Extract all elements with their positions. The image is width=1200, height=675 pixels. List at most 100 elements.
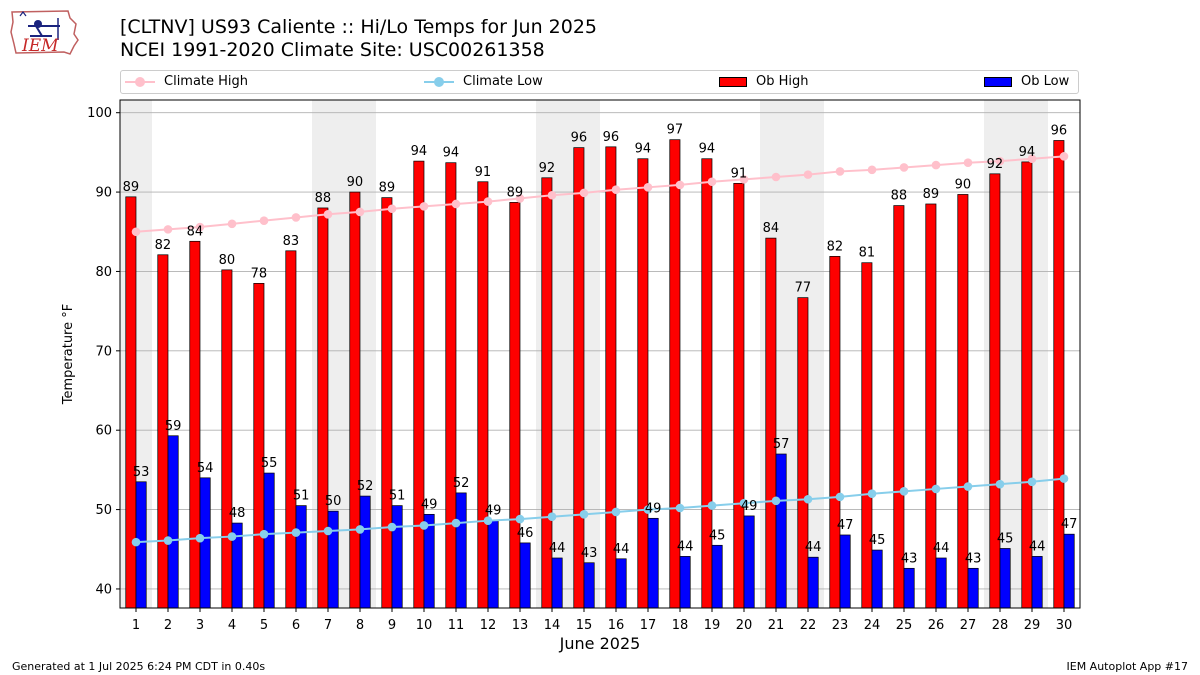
- x-tick-label: 15: [576, 618, 593, 633]
- ob-high-bar: [861, 262, 873, 609]
- ob-high-bar: [221, 269, 233, 609]
- climate-high-point: [1027, 154, 1037, 164]
- climate-low-point: [323, 526, 333, 536]
- ob-high-label: 97: [667, 123, 684, 138]
- ob-low-bar: [967, 567, 979, 609]
- ob-high-bar: [893, 205, 905, 609]
- climate-low-point: [227, 532, 237, 541]
- x-tick-label: 28: [992, 618, 1009, 633]
- y-tick-label: 70: [95, 344, 112, 359]
- ob-high-bar: [669, 139, 681, 609]
- ob-high-bar: [637, 158, 649, 609]
- climate-high-point: [291, 213, 301, 222]
- ob-high-label: 82: [155, 238, 172, 253]
- climate-low-point: [387, 522, 397, 532]
- ob-high-bar: [509, 202, 521, 609]
- ob-low-bar: [871, 549, 883, 609]
- climate-low-swatch: [424, 76, 454, 87]
- ob-low-label: 44: [549, 541, 566, 556]
- x-tick-label: 22: [800, 618, 817, 633]
- x-tick-label: 9: [388, 618, 396, 633]
- ob-high-label: 91: [475, 165, 492, 180]
- ob-low-bar: [519, 542, 531, 609]
- ob-high-label: 94: [635, 142, 652, 157]
- ob-low-bar: [775, 453, 787, 609]
- ob-low-label: 44: [805, 540, 822, 555]
- ob-high-label: 81: [859, 246, 876, 261]
- ob-high-bar: [285, 250, 297, 609]
- climate-low-point: [451, 518, 461, 528]
- climate-high-point: [387, 204, 397, 214]
- ob-low-label: 54: [197, 461, 214, 476]
- climate-high-point: [835, 167, 845, 176]
- climate-low-point: [611, 507, 621, 517]
- x-tick-label: 16: [608, 618, 625, 633]
- ob-high-label: 78: [251, 266, 268, 281]
- climate-high-swatch: [125, 76, 155, 87]
- ob-low-label: 49: [485, 504, 502, 519]
- climate-high-point: [707, 177, 717, 187]
- x-tick-label: 7: [324, 618, 332, 633]
- x-tick-label: 6: [292, 618, 300, 633]
- ob-high-label: 96: [571, 131, 588, 146]
- ob-high-label: 89: [123, 180, 140, 195]
- x-tick-label: 2: [164, 618, 172, 633]
- legend-ob-low: Ob Low: [984, 74, 1069, 89]
- ob-high-bar: [317, 207, 329, 609]
- ob-low-label: 44: [1029, 539, 1046, 554]
- climate-high-point: [323, 210, 333, 219]
- ob-high-bar: [765, 237, 777, 609]
- ob-low-label: 52: [453, 476, 470, 491]
- x-tick-label: 20: [736, 618, 753, 633]
- climate-high-point: [515, 194, 525, 203]
- climate-low-point: [963, 482, 973, 491]
- ob-high-label: 94: [1019, 145, 1036, 160]
- climate-low-point: [995, 479, 1005, 489]
- x-tick-label: 13: [512, 618, 529, 633]
- climate-high-point: [643, 183, 653, 192]
- climate-high-point: [195, 222, 205, 232]
- climate-high-point: [771, 172, 781, 182]
- ob-high-label: 84: [187, 224, 204, 239]
- ob-low-label: 44: [677, 539, 694, 554]
- ob-low-label: 49: [645, 501, 662, 516]
- ob-low-bar: [615, 558, 627, 609]
- iem-logo: IEM: [10, 10, 79, 56]
- x-tick-label: 18: [672, 618, 689, 633]
- x-tick-label: 10: [416, 618, 433, 633]
- ob-low-bar: [327, 510, 339, 609]
- logo-text: IEM: [21, 36, 59, 56]
- climate-high-point: [963, 158, 973, 168]
- climate-low-point: [835, 492, 845, 502]
- chart-subtitle: NCEI 1991-2020 Climate Site: USC00261358: [120, 39, 545, 61]
- ob-low-bar: [359, 495, 371, 609]
- climate-high-point: [675, 180, 685, 190]
- ob-high-label: 96: [1051, 123, 1068, 138]
- ob-high-bar: [797, 297, 809, 609]
- ob-low-bar: [743, 515, 755, 609]
- ob-low-bar: [711, 544, 723, 609]
- climate-low-point: [291, 528, 301, 537]
- ob-low-bar: [487, 520, 499, 609]
- climate-high-point: [803, 170, 813, 179]
- x-tick-label: 3: [196, 618, 204, 633]
- ob-high-label: 80: [219, 253, 236, 268]
- climate-low-point: [195, 533, 205, 543]
- x-tick-label: 11: [448, 618, 465, 633]
- climate-high-point: [259, 216, 269, 225]
- ob-high-label: 89: [379, 181, 396, 196]
- y-tick-label: 80: [95, 265, 112, 280]
- climate-low-point: [803, 494, 813, 504]
- x-tick-label: 27: [960, 618, 977, 633]
- ob-high-bar: [573, 147, 585, 609]
- ob-low-bar: [295, 505, 307, 609]
- climate-low-point: [355, 525, 365, 534]
- y-tick-label: 40: [95, 582, 112, 597]
- ob-high-label: 94: [411, 144, 428, 159]
- ob-high-label: 92: [987, 157, 1004, 172]
- ob-low-label: 57: [773, 437, 790, 452]
- ob-low-label: 44: [933, 541, 950, 556]
- climate-low-point: [771, 496, 781, 506]
- ob-low-label: 49: [421, 497, 438, 512]
